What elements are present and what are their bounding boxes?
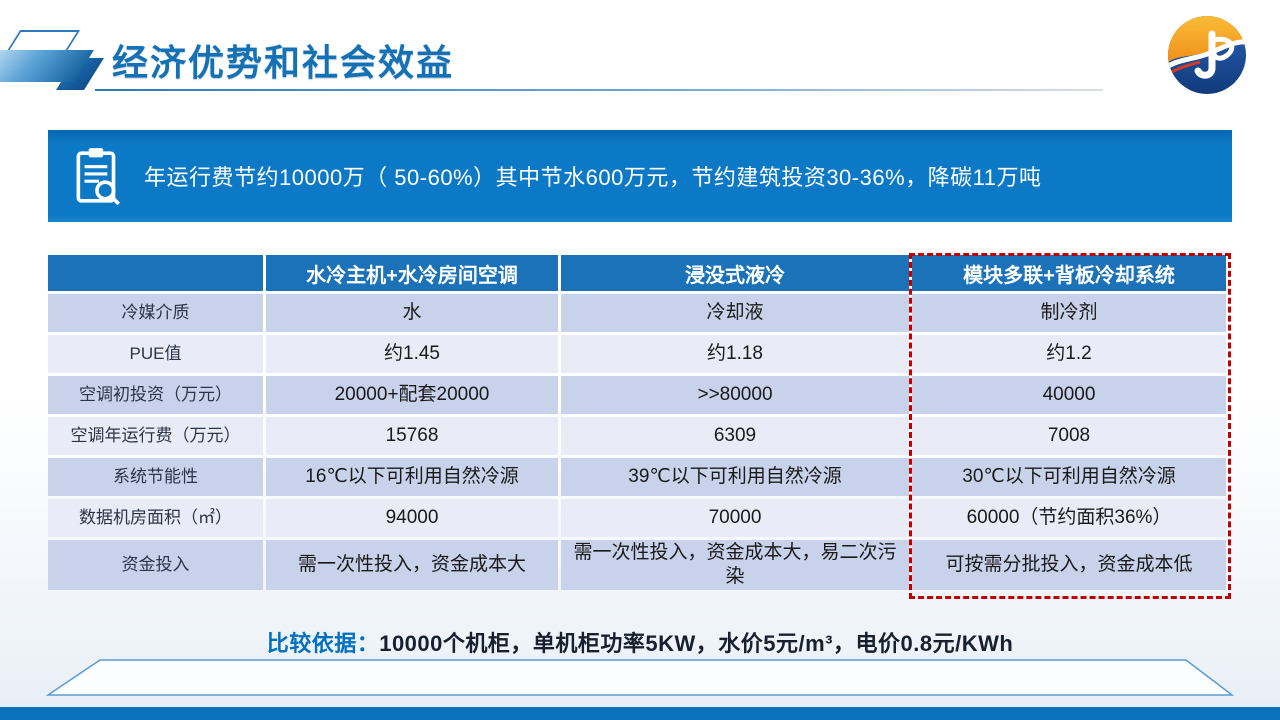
table-header-row: 水冷主机+水冷房间空调 浸没式液冷 模块多联+背板冷却系统	[48, 255, 1226, 291]
table-cell: 40000	[912, 376, 1226, 414]
table-cell: 冷却液	[561, 294, 909, 332]
table-cell: 39℃以下可利用自然冷源	[561, 458, 909, 496]
comparison-basis-label: 比较依据：	[266, 631, 380, 656]
summary-banner: 年运行费节约10000万（ 50-60%）其中节水600万元，节约建筑投资30-…	[48, 130, 1232, 222]
column-header-modular: 模块多联+背板冷却系统	[912, 255, 1226, 291]
table-row: 资金投入 需一次性投入，资金成本大 需一次性投入，资金成本大，易二次污染 可按需…	[48, 540, 1226, 590]
table-row: 冷媒介质 水 冷却液 制冷剂	[48, 294, 1226, 332]
row-label: 冷媒介质	[48, 294, 263, 332]
table-cell: 水	[266, 294, 558, 332]
table-cell: 20000+配套20000	[266, 376, 558, 414]
title-underline	[95, 89, 1103, 91]
company-logo-icon	[1168, 16, 1246, 94]
table-cell: 7008	[912, 417, 1226, 455]
comparison-basis-note: 比较依据：10000个机柜，单机柜功率5KW，水价5元/m³，电价0.8元/KW…	[0, 626, 1280, 658]
column-header-water-cooled: 水冷主机+水冷房间空调	[266, 255, 558, 291]
row-label: 数据机房面积（㎡）	[48, 499, 263, 537]
table-cell: 可按需分批投入，资金成本低	[912, 540, 1226, 590]
column-header-immersion: 浸没式液冷	[561, 255, 909, 291]
clipboard-search-icon	[76, 148, 120, 206]
comparison-basis-text: 10000个机柜，单机柜功率5KW，水价5元/m³，电价0.8元/KWh	[379, 631, 1014, 656]
table-row: 空调年运行费（万元） 15768 6309 7008	[48, 417, 1226, 455]
table-cell: 30℃以下可利用自然冷源	[912, 458, 1226, 496]
page-title: 经济优势和社会效益	[112, 42, 455, 83]
row-label: 资金投入	[48, 540, 263, 590]
summary-banner-text: 年运行费节约10000万（ 50-60%）其中节水600万元，节约建筑投资30-…	[144, 165, 1042, 190]
comparison-table: 水冷主机+水冷房间空调 浸没式液冷 模块多联+背板冷却系统 冷媒介质 水 冷却液…	[45, 252, 1229, 593]
header-decoration	[0, 22, 120, 106]
table-cell: 94000	[266, 499, 558, 537]
table-row: 数据机房面积（㎡） 94000 70000 60000（节约面积36%）	[48, 499, 1226, 537]
row-label: 空调年运行费（万元）	[48, 417, 263, 455]
table-cell: 16℃以下可利用自然冷源	[266, 458, 558, 496]
table-cell: 6309	[561, 417, 909, 455]
table-cell: 约1.45	[266, 335, 558, 373]
column-header-empty	[48, 255, 263, 291]
bottom-trapezoid-decoration	[45, 659, 1235, 696]
table-row: 系统节能性 16℃以下可利用自然冷源 39℃以下可利用自然冷源 30℃以下可利用…	[48, 458, 1226, 496]
table-cell: 约1.18	[561, 335, 909, 373]
table-cell: 15768	[266, 417, 558, 455]
table-row: 空调初投资（万元） 20000+配套20000 >>80000 40000	[48, 376, 1226, 414]
table-cell: 需一次性投入，资金成本大	[266, 540, 558, 590]
table-row: PUE值 约1.45 约1.18 约1.2	[48, 335, 1226, 373]
row-label: 系统节能性	[48, 458, 263, 496]
table-cell: 需一次性投入，资金成本大，易二次污染	[561, 540, 909, 590]
table-cell: 约1.2	[912, 335, 1226, 373]
table-cell: 70000	[561, 499, 909, 537]
table-cell: >>80000	[561, 376, 909, 414]
row-label: PUE值	[48, 335, 263, 373]
table-cell: 60000（节约面积36%）	[912, 499, 1226, 537]
bottom-bar-decoration	[0, 707, 1280, 720]
table-cell: 制冷剂	[912, 294, 1226, 332]
row-label: 空调初投资（万元）	[48, 376, 263, 414]
